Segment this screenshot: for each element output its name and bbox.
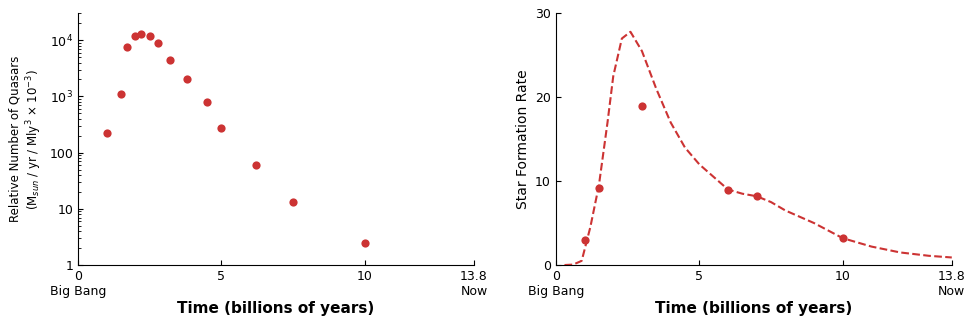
Point [200, 99, 215, 104]
Point [634, 103, 650, 108]
Point [357, 240, 373, 245]
Point [151, 40, 167, 45]
Point [162, 57, 177, 62]
Y-axis label: Relative Number of Quasars
(M$_{sun}$ / yr / Mly$^3$ × 10$^{-3}$): Relative Number of Quasars (M$_{sun}$ / … [9, 56, 44, 222]
X-axis label: Time (billions of years): Time (billions of years) [656, 301, 852, 316]
Point [113, 91, 129, 97]
Point [835, 236, 850, 241]
Point [142, 33, 158, 38]
Y-axis label: Star Formation Rate: Star Formation Rate [515, 69, 530, 209]
Point [99, 131, 115, 136]
Point [119, 45, 134, 50]
Point [749, 194, 765, 199]
Point [213, 126, 229, 131]
Point [285, 200, 301, 205]
Point [128, 33, 143, 38]
Point [720, 187, 735, 192]
Point [179, 77, 195, 82]
Point [577, 237, 592, 242]
Point [248, 162, 264, 168]
Point [133, 31, 149, 36]
X-axis label: Time (billions of years): Time (billions of years) [177, 301, 375, 316]
Point [591, 185, 607, 191]
